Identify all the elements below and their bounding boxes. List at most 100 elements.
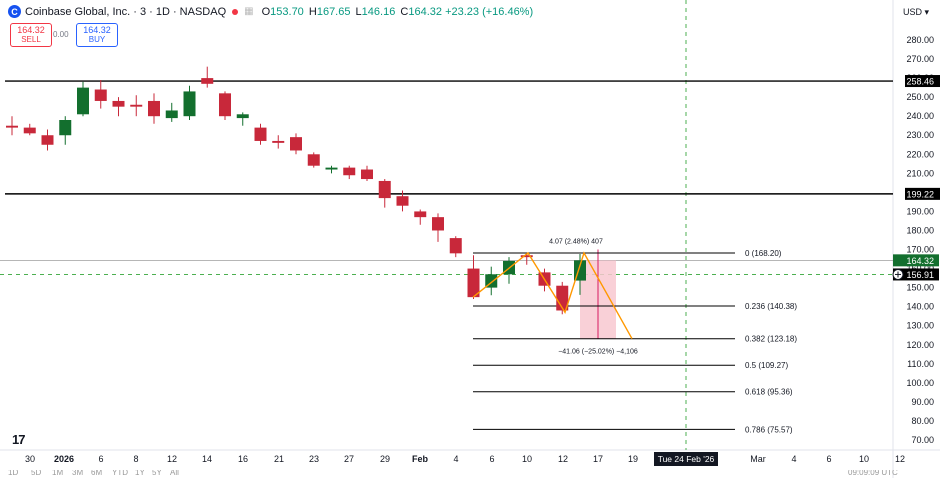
ohlc-readout: O153.70 H167.65 L146.16 C164.32 +23.23 (… [261,5,534,18]
measure-top-label: 4.07 (2.48%) 407 [549,239,603,246]
open-value: 153.70 [270,5,304,18]
candle-body [520,255,533,258]
candle-body [254,127,267,141]
bottom-toolbar: 1D 5D 1M 3M 6M YTD 1Y 5Y All 09:09:09 UTC [0,470,940,478]
buy-label: BUY [88,35,106,44]
y-tick-label: 280.00 [906,35,934,45]
symbol-title[interactable]: Coinbase Global, Inc. · 3 · 1D · NASDAQ [25,5,227,18]
y-tick-label: 190.00 [906,206,934,216]
y-tick-label: 230.00 [906,130,934,140]
x-tick-label: 14 [202,454,212,464]
candle-body [378,180,391,199]
fib-level-label: 0.618 (95.36) [745,388,793,397]
y-tick-label: 80.00 [911,416,934,426]
candle-body [219,93,231,117]
candle-body [130,104,143,107]
x-tick-label: 12 [558,454,568,464]
fib-level-label: 0 (168.20) [745,249,782,258]
current-price-tag [893,254,939,267]
range-button[interactable]: 5D [31,470,42,477]
y-tick-label: 130.00 [906,321,934,331]
y-tick-label: 140.00 [906,302,934,312]
x-tick-label: 30 [25,454,35,464]
candle-body [325,167,338,170]
range-button[interactable]: 3M [72,470,84,477]
candle-body [6,125,18,128]
candle-body [165,110,178,119]
candle-body [41,135,54,145]
fib-level-label: 0.382 (123.18) [745,335,797,344]
y-tick-label: 180.00 [906,225,934,235]
x-tick-label: 8 [133,454,138,464]
horizontal-level-label: 258.46 [906,77,934,87]
spread-value: 0.00 [53,30,69,39]
sell-label: SELL [21,35,41,44]
buy-price: 164.32 [83,25,111,35]
y-tick-label: 90.00 [911,397,934,407]
candle-body [290,137,302,151]
x-tick-label: 16 [238,454,248,464]
y-tick-label: 70.00 [911,435,934,445]
range-button[interactable]: All [170,470,179,477]
horizontal-level-label: 199.22 [906,189,934,199]
candle-body [77,87,89,115]
y-tick-label: 220.00 [906,149,934,159]
y-tick-label: 170.00 [906,245,934,255]
candle-body [201,78,214,84]
range-button[interactable]: 1D [8,470,19,477]
x-tick-label: 19 [628,454,638,464]
x-tick-label: Feb [412,454,429,464]
candle-body [236,114,249,119]
crosshair-date-tag [654,452,718,466]
x-tick-label: 4 [453,454,458,464]
range-button[interactable]: 1M [52,470,64,477]
y-tick-label: 250.00 [906,92,934,102]
range-button[interactable]: YTD [112,470,128,477]
range-button[interactable]: 1Y [135,470,145,477]
x-tick-label: 12 [895,454,905,464]
x-tick-label: 12 [167,454,177,464]
candle-body [23,127,36,134]
sell-button[interactable]: 164.32 SELL [10,23,52,47]
currency-selector[interactable]: USD ▾ [903,7,930,17]
tradingview-logo-icon[interactable]: 17 [12,432,26,447]
horizontal-level-tag [905,187,940,200]
x-tick-label: 2026 [54,454,74,464]
x-tick-label: 17 [593,454,603,464]
candle-body [59,120,72,136]
clock-label: 09:09:09 UTC [848,470,898,477]
candle-body [449,238,462,254]
fib-level-label: 0.786 (75.57) [745,425,793,434]
x-tick-label: 10 [859,454,869,464]
horizontal-level-tag [905,75,940,88]
candle-body [183,91,196,117]
more-options-icon[interactable]: ▦ [244,6,255,17]
x-tick-label: 10 [522,454,532,464]
y-tick-label: 120.00 [906,340,934,350]
candle-body [361,169,373,180]
currency-label: USD [903,7,923,17]
y-tick-label: 210.00 [906,168,934,178]
y-tick-label: 100.00 [906,378,934,388]
candle-body [112,100,125,107]
candle-body [307,154,320,166]
x-tick-label: 4 [791,454,796,464]
fib-level-label: 0.5 (109.27) [745,361,788,370]
candle-body [148,100,160,117]
crosshair-date-label: Tue 24 Feb '26 [658,454,715,464]
candle-body [272,140,285,143]
x-tick-label: 27 [344,454,354,464]
candle-body [396,196,409,206]
crosshair-price-tag [893,268,939,281]
x-tick-label: 6 [98,454,103,464]
range-button[interactable]: 5Y [152,470,162,477]
buy-button[interactable]: 164.32 BUY [76,23,118,47]
y-tick-label: 110.00 [907,359,934,369]
high-value: 167.65 [316,5,351,18]
range-button[interactable]: 6M [91,470,103,477]
chart-header: C Coinbase Global, Inc. · 3 · 1D · NASDA… [8,5,533,18]
y-tick-label: 150.00 [906,283,934,293]
candle-body [432,217,444,231]
close-value: 164.32 [408,5,442,18]
